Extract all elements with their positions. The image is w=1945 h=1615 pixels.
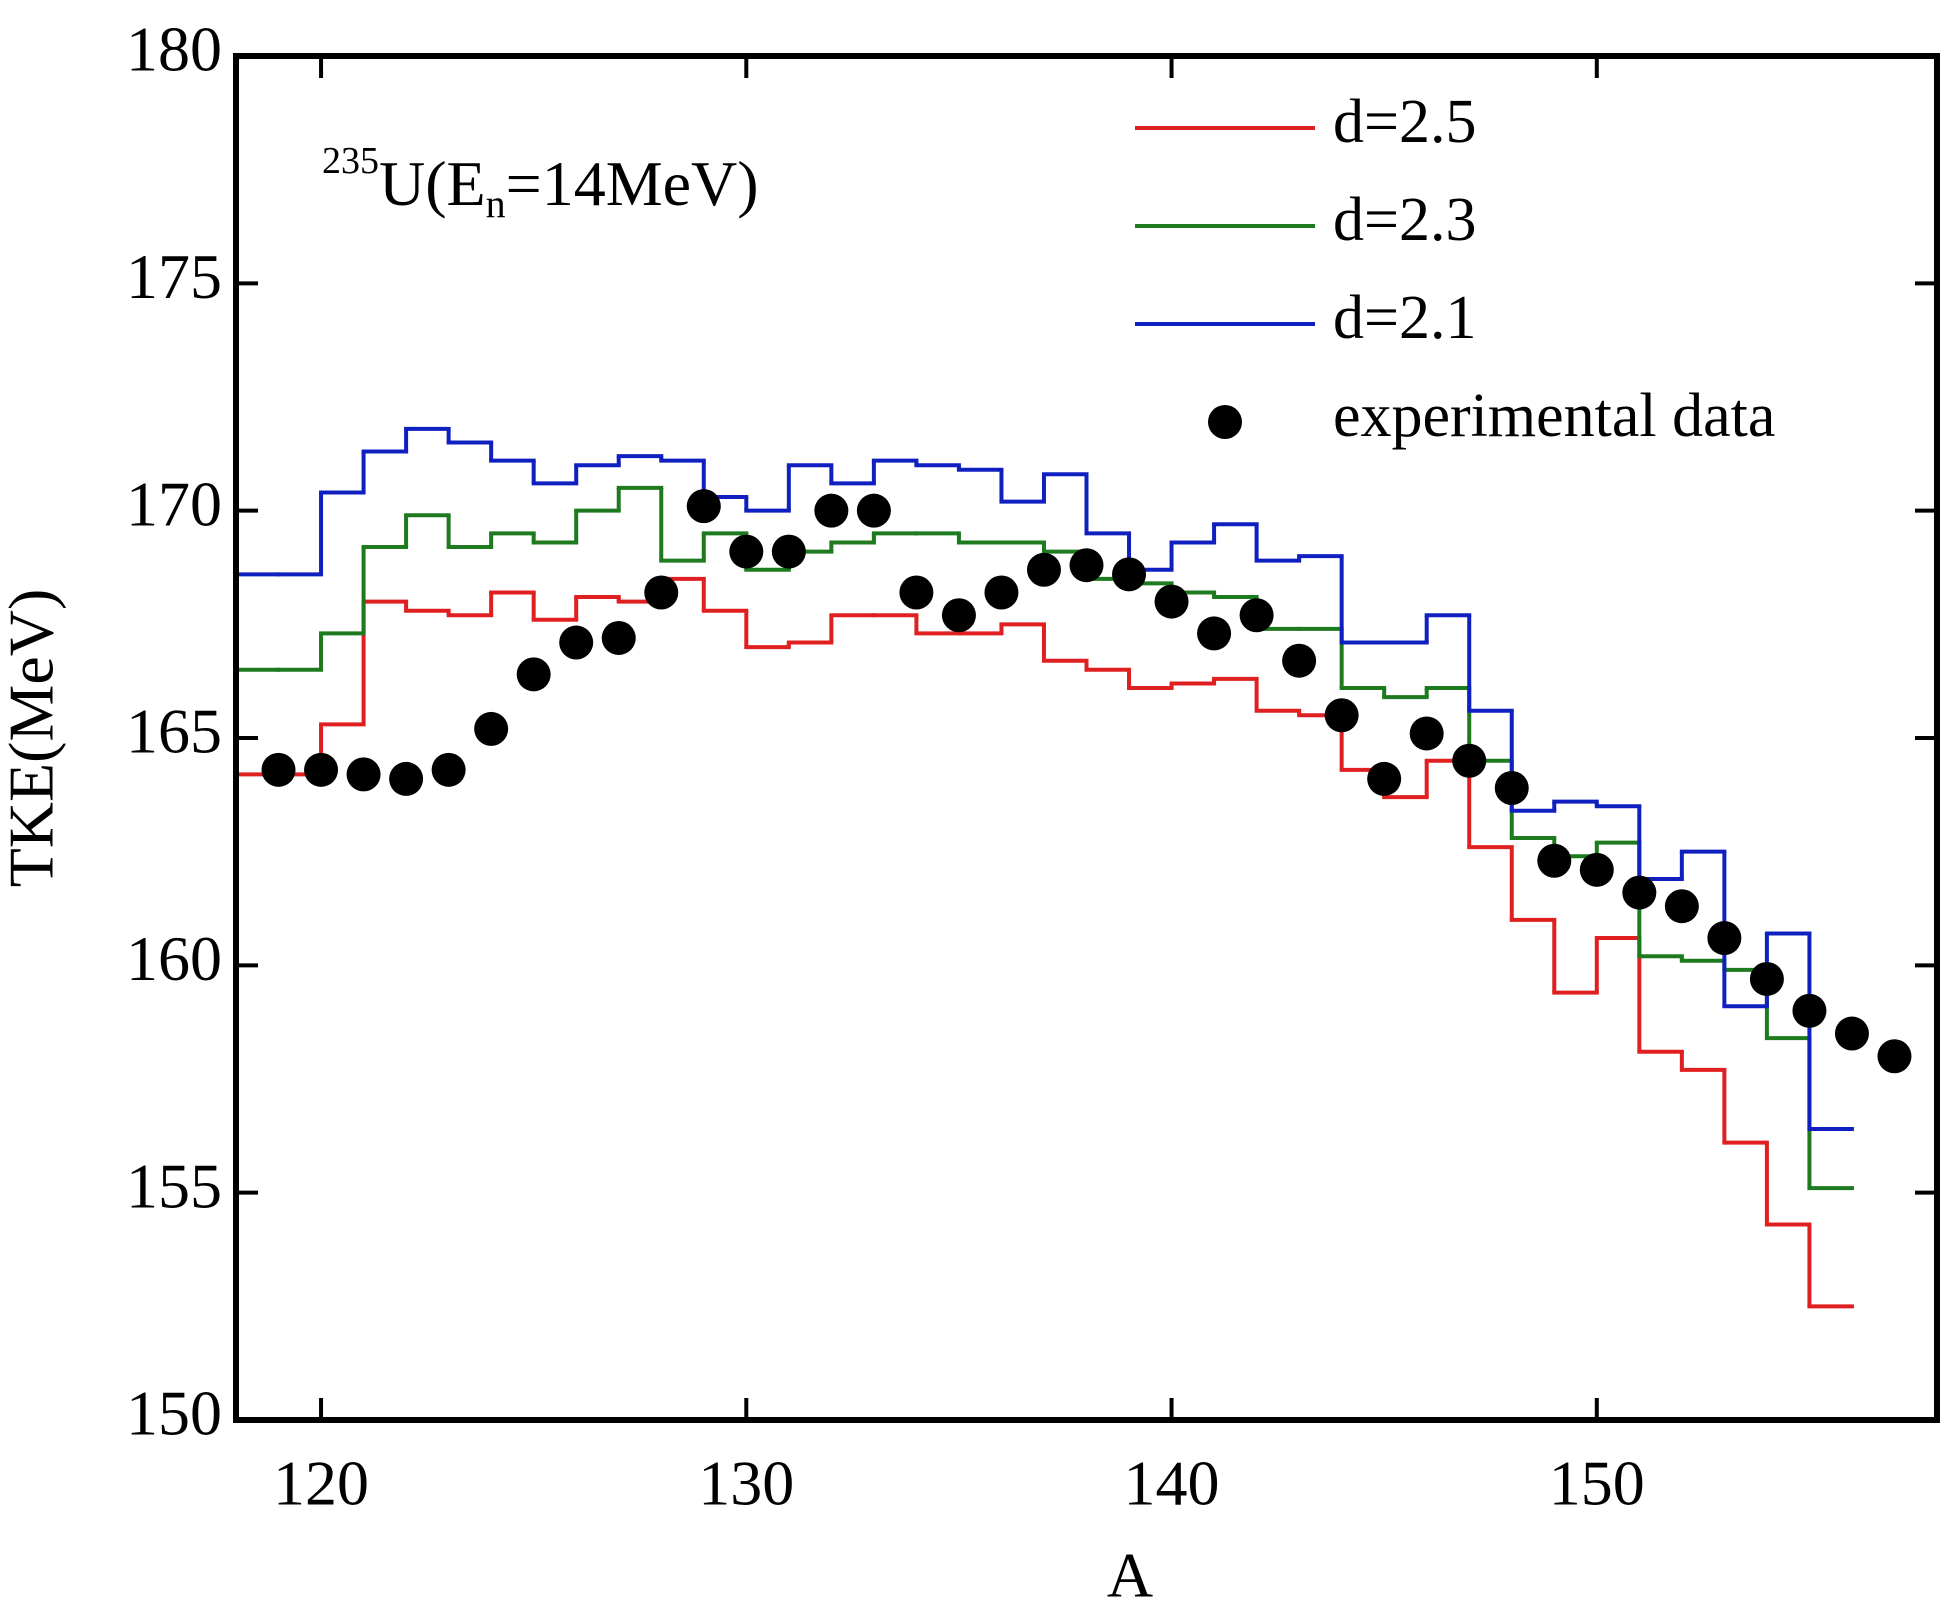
data-point	[474, 711, 509, 746]
data-point	[1239, 598, 1274, 633]
plot-frame	[233, 53, 1940, 1423]
data-point	[1792, 993, 1827, 1028]
data-point	[389, 761, 424, 796]
annotation: 235U(En=14MeV)	[322, 140, 759, 226]
data-point	[1877, 1039, 1912, 1074]
x-tick-label: 140	[1124, 1448, 1220, 1519]
legend-marker	[1208, 405, 1242, 439]
data-point	[1197, 616, 1232, 651]
data-point	[1749, 961, 1784, 996]
data-point	[1409, 716, 1444, 751]
data-point	[1834, 1016, 1869, 1051]
y-tick-label: 180	[126, 14, 222, 85]
data-point	[644, 575, 679, 610]
data-point	[261, 752, 296, 787]
data-point	[1026, 552, 1061, 587]
y-tick-label: 155	[126, 1150, 222, 1221]
x-tick-label: 150	[1549, 1448, 1645, 1519]
y-axis-label: TKE(MeV)	[0, 589, 67, 888]
annotation-main: U(E	[379, 148, 486, 219]
y-tick-label: 170	[126, 468, 222, 539]
data-point	[814, 493, 849, 528]
data-point	[1579, 852, 1614, 887]
y-tick-label: 175	[126, 241, 222, 312]
legend-label: d=2.3	[1333, 186, 1476, 254]
x-tick-label: 130	[698, 1448, 794, 1519]
x-tick-label: 120	[273, 1448, 369, 1519]
data-point	[771, 534, 806, 569]
annotation-rest: =14MeV)	[506, 148, 759, 219]
y-tick-label: 165	[126, 696, 222, 767]
data-point	[1452, 743, 1487, 778]
legend-label: experimental data	[1333, 382, 1775, 450]
data-point	[686, 489, 721, 524]
data-point	[1324, 698, 1359, 733]
data-point	[559, 625, 594, 660]
data-point	[1664, 889, 1699, 924]
data-point	[1707, 921, 1742, 956]
data-point	[1622, 875, 1657, 910]
data-point	[1537, 843, 1572, 878]
x-axis-label: A	[1107, 1540, 1153, 1611]
y-tick-label: 160	[126, 923, 222, 994]
mass-number: 235	[322, 140, 379, 182]
plot-area	[236, 426, 1912, 1309]
y-tick-label: 150	[126, 1378, 222, 1449]
data-point	[856, 493, 891, 528]
data-point	[984, 575, 1019, 610]
data-point	[431, 752, 466, 787]
data-point	[1112, 557, 1147, 592]
data-point	[899, 575, 934, 610]
annotation-sub: n	[486, 181, 506, 226]
data-point	[601, 620, 636, 655]
data-point	[304, 752, 339, 787]
data-point	[941, 598, 976, 633]
data-point	[1282, 643, 1317, 678]
data-point	[1367, 761, 1402, 796]
data-point	[346, 757, 381, 792]
data-point	[1494, 771, 1529, 806]
data-point	[729, 534, 764, 569]
legend-label: d=2.5	[1333, 88, 1476, 156]
data-point	[516, 657, 551, 692]
data-point	[1154, 584, 1189, 619]
legend-label: d=2.1	[1333, 284, 1476, 352]
data-point	[1069, 548, 1104, 583]
